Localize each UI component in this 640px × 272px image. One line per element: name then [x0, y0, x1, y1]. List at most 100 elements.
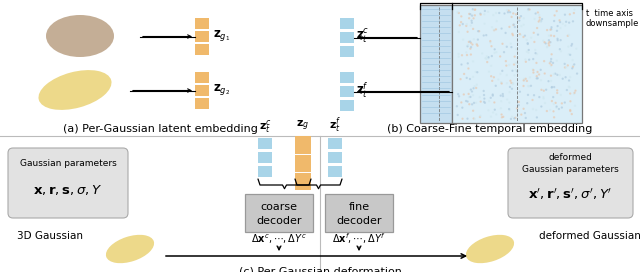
Point [540, 40, 550, 44]
Point [532, 74, 542, 78]
Point [508, 33, 518, 38]
Point [463, 99, 473, 104]
Point [546, 33, 556, 38]
Point [504, 100, 515, 105]
Bar [258, 152, 272, 163]
Point [464, 12, 474, 16]
Point [497, 115, 507, 119]
Point [506, 45, 516, 49]
Point [468, 16, 479, 20]
Point [463, 44, 473, 48]
Point [539, 59, 549, 63]
Point [466, 45, 476, 49]
Point [468, 27, 478, 31]
Point [536, 104, 547, 109]
Point [570, 104, 580, 108]
Point [469, 101, 479, 105]
Point [566, 44, 577, 48]
Text: decoder: decoder [256, 216, 301, 226]
Point [476, 13, 486, 17]
Point [568, 19, 578, 23]
Point [565, 91, 575, 96]
Point [506, 117, 516, 121]
Point [504, 108, 515, 112]
Point [544, 33, 554, 38]
Point [565, 109, 575, 113]
Point [483, 10, 493, 14]
Point [467, 14, 477, 18]
Point [509, 73, 520, 78]
Point [541, 109, 552, 113]
Point [568, 64, 578, 69]
Point [479, 12, 490, 17]
Point [545, 27, 556, 32]
Point [465, 47, 476, 51]
Point [515, 32, 525, 36]
Point [536, 19, 546, 23]
Point [524, 84, 534, 88]
Point [538, 96, 548, 101]
Point [471, 86, 481, 90]
Point [545, 40, 556, 44]
Point [518, 78, 529, 83]
Point [498, 94, 508, 98]
Point [527, 98, 538, 102]
Point [504, 63, 515, 67]
Point [506, 41, 516, 46]
Bar [258, 166, 272, 177]
Point [532, 76, 543, 81]
Bar [328, 166, 342, 177]
Bar [195, 72, 209, 83]
Point [488, 94, 498, 98]
Point [511, 68, 521, 72]
Text: $\mathbf{z}_{g_2}$: $\mathbf{z}_{g_2}$ [213, 82, 230, 97]
Ellipse shape [46, 15, 114, 57]
Point [487, 79, 497, 83]
Point [516, 33, 526, 37]
Point [569, 62, 579, 67]
Point [475, 95, 485, 99]
Point [497, 81, 507, 86]
Text: Gaussian parameters: Gaussian parameters [20, 159, 116, 168]
Point [508, 23, 518, 27]
FancyBboxPatch shape [508, 148, 633, 218]
Point [479, 33, 489, 38]
Point [520, 116, 531, 120]
Text: $\mathbf{x}, \mathbf{r}, \mathbf{s}, \sigma, Y$: $\mathbf{x}, \mathbf{r}, \mathbf{s}, \si… [33, 183, 103, 197]
Point [518, 16, 529, 20]
Point [480, 9, 490, 13]
Point [528, 70, 538, 75]
Text: (b) Coarse-Fine temporal embedding: (b) Coarse-Fine temporal embedding [387, 124, 593, 134]
Point [522, 79, 532, 83]
Point [564, 85, 575, 89]
Point [528, 68, 538, 72]
Point [546, 57, 556, 61]
Point [463, 30, 473, 34]
Point [532, 70, 543, 74]
Point [508, 32, 518, 36]
Point [489, 100, 499, 105]
Point [524, 48, 534, 52]
Bar [340, 32, 354, 43]
Point [454, 52, 464, 56]
Bar [328, 152, 342, 163]
Point [511, 12, 521, 17]
Point [504, 8, 514, 13]
Point [552, 9, 562, 13]
Point [529, 17, 540, 21]
Point [494, 11, 504, 15]
Point [548, 72, 559, 76]
Point [550, 72, 561, 76]
Point [466, 41, 476, 45]
Bar [325, 194, 393, 232]
Point [564, 20, 574, 25]
Point [496, 106, 506, 110]
Text: decoder: decoder [336, 216, 381, 226]
Point [481, 33, 492, 37]
Point [466, 52, 476, 57]
Point [457, 53, 467, 57]
Point [492, 19, 502, 23]
Point [477, 51, 487, 55]
Point [511, 61, 521, 65]
Point [507, 86, 517, 91]
